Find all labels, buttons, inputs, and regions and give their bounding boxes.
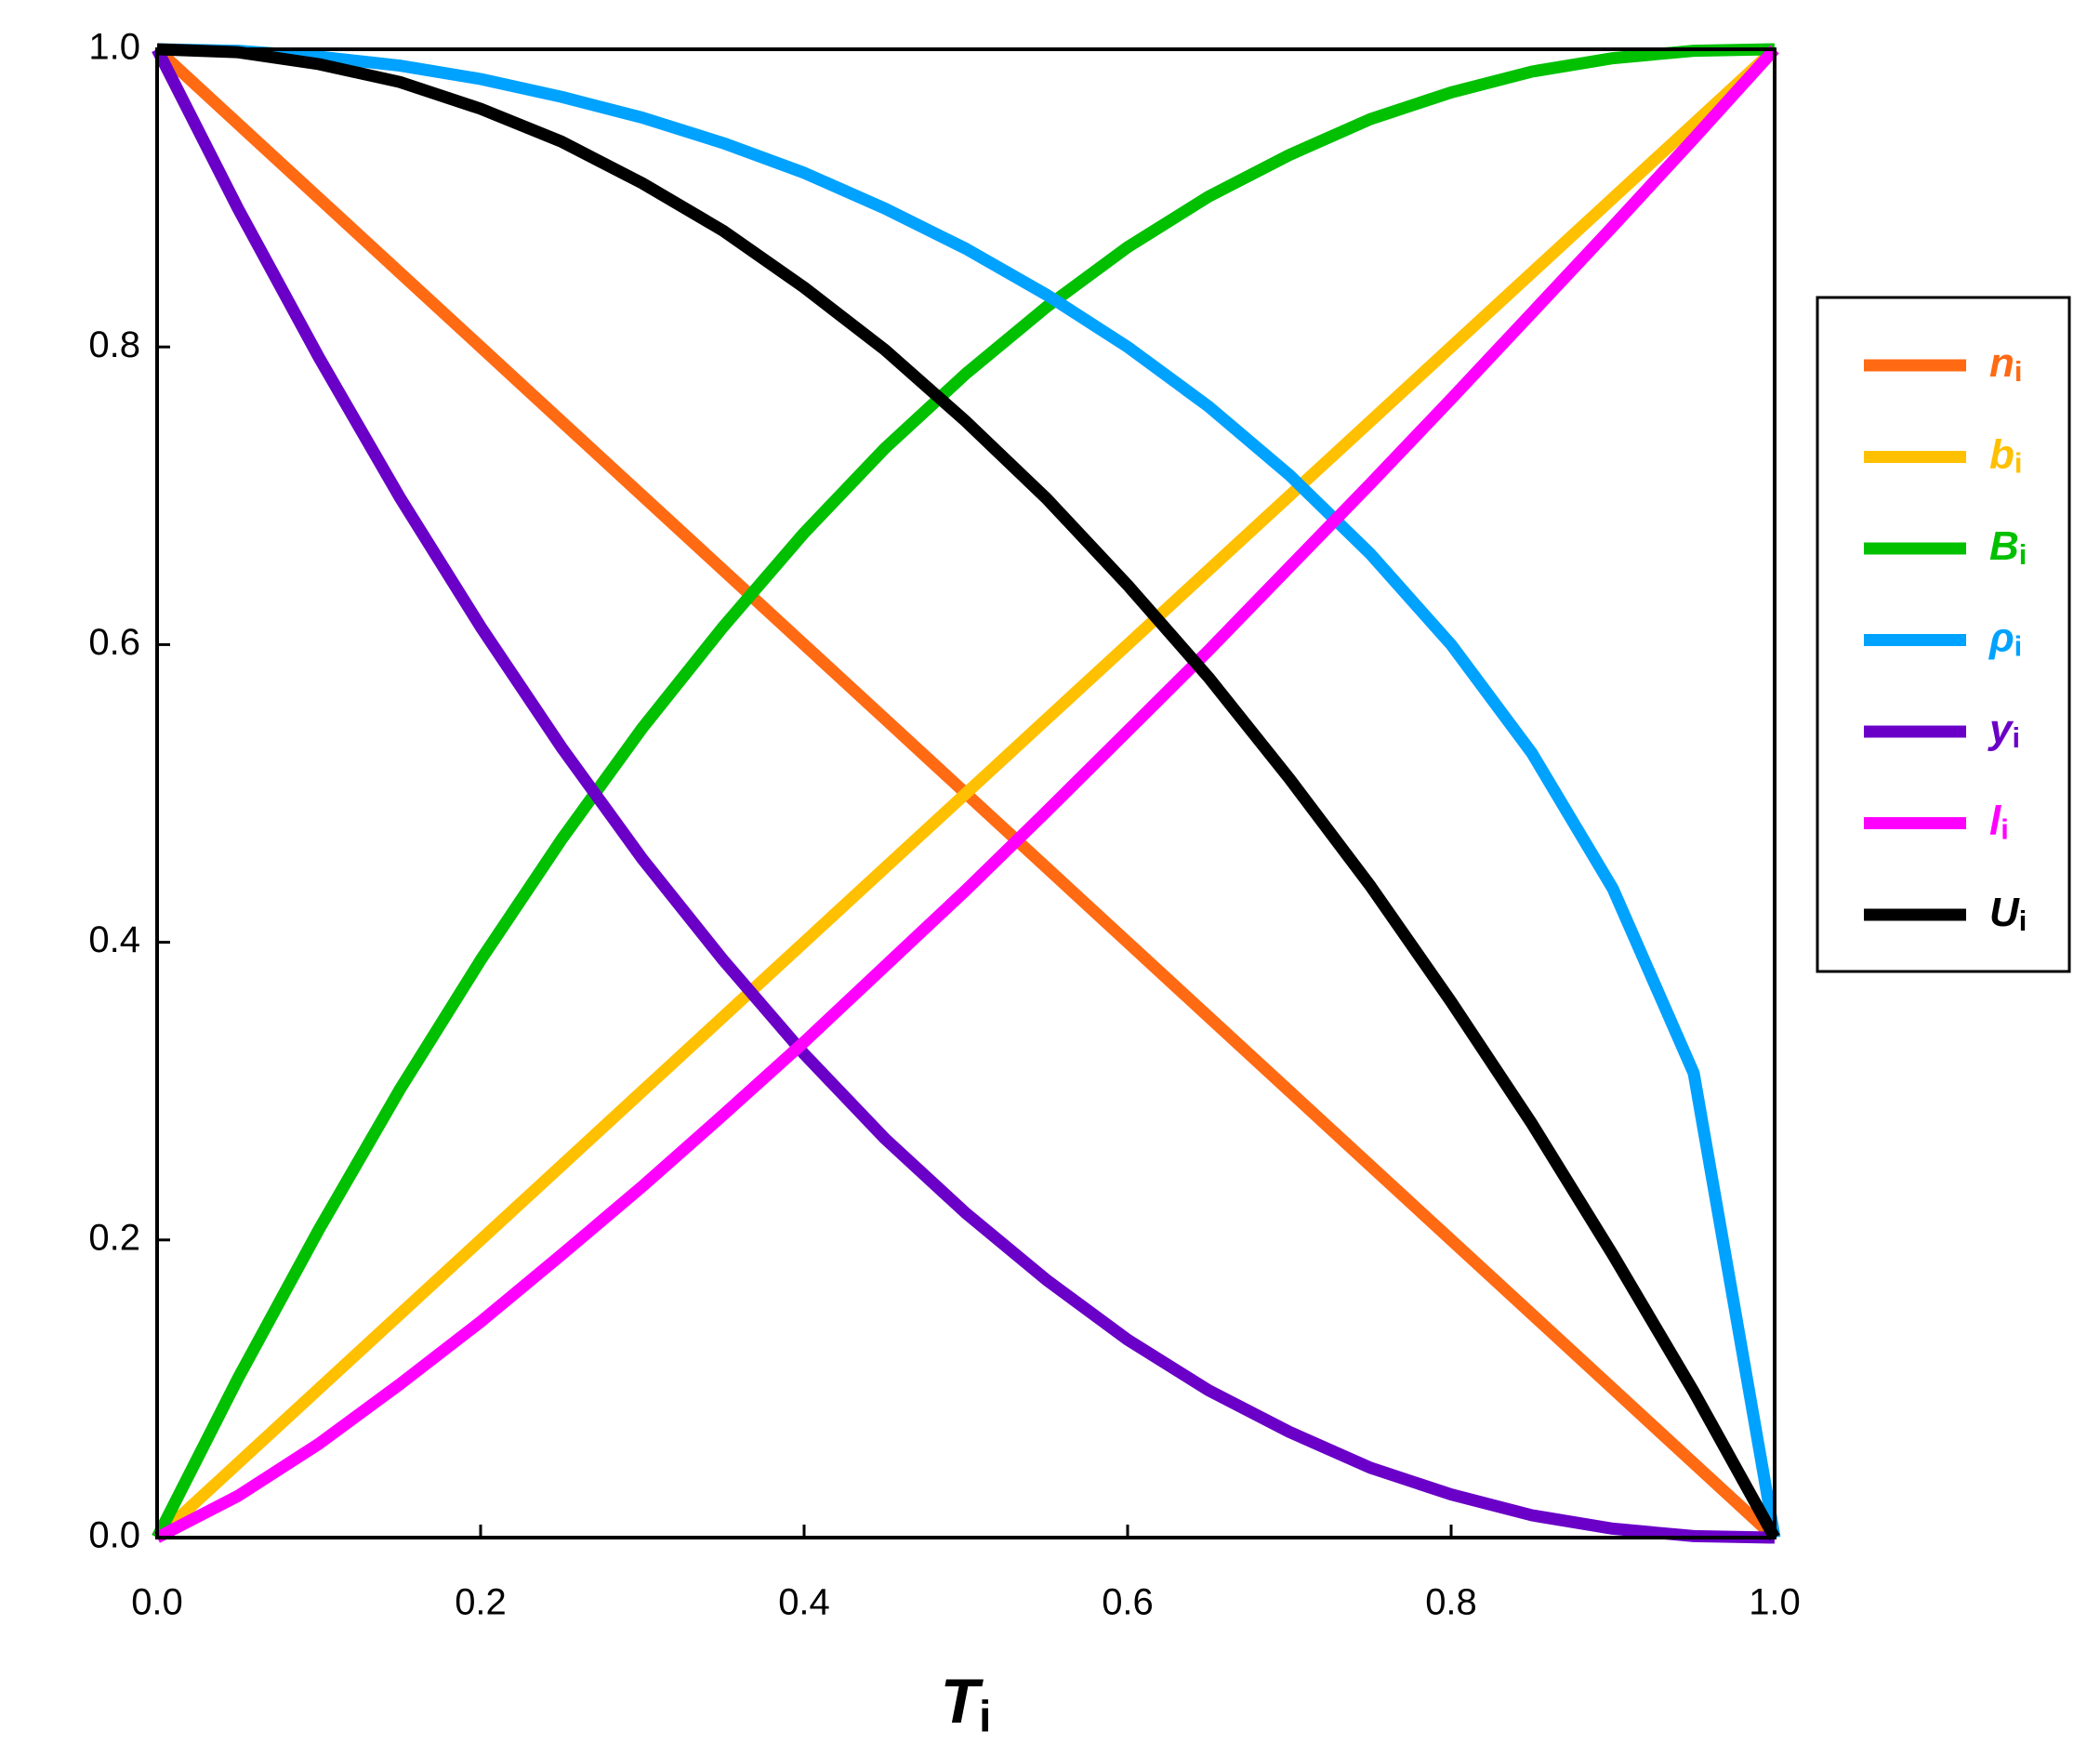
legend-label: ρi [1988, 614, 2022, 663]
series-line [154, 45, 1779, 1543]
x-axis-label: Ti [941, 1666, 992, 1741]
legend-label: li [1989, 798, 2009, 846]
y-tick-label: 0.2 [88, 1217, 140, 1258]
series-line [152, 45, 1779, 1542]
y-tick-label: 0.4 [88, 919, 140, 960]
x-tick-label: 0.8 [1425, 1582, 1477, 1623]
plot-area [152, 43, 1781, 1544]
y-tick-label: 0.6 [88, 622, 140, 663]
y-tick-label: 0.0 [88, 1515, 140, 1556]
plot-frame [155, 47, 1776, 1539]
legend-label: Ui [1989, 890, 2027, 938]
x-tick-label: 0.4 [778, 1582, 830, 1623]
series-line [152, 46, 1776, 1544]
legend-label: bi [1989, 431, 2022, 480]
legend-label: ni [1989, 340, 2022, 389]
x-tick-label: 1.0 [1749, 1582, 1801, 1623]
x-tick-label: 0.2 [455, 1582, 507, 1623]
y-tick-label: 1.0 [88, 27, 140, 68]
series-line [156, 43, 1781, 1539]
x-tick-label: 0.6 [1102, 1582, 1154, 1623]
x-tick-label: 0.0 [131, 1582, 183, 1623]
legend-label: Bi [1989, 523, 2027, 572]
series-line [156, 43, 1780, 1541]
legend-label: yi [1988, 707, 2020, 755]
y-tick-label: 0.8 [88, 324, 140, 365]
series-line [152, 43, 1776, 1540]
